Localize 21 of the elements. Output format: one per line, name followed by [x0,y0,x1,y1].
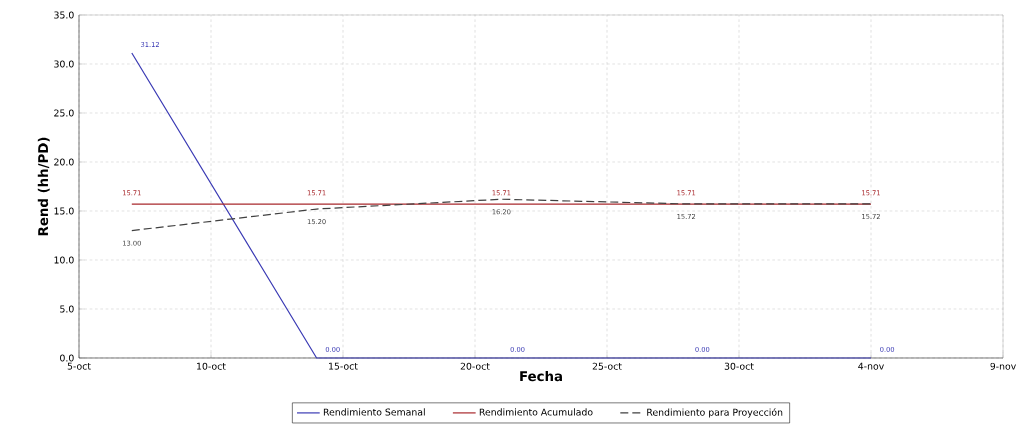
legend-label: Rendimiento Semanal [323,408,425,416]
y-tick-label: 15.0 [54,207,74,215]
y-tick-label: 30.0 [54,60,74,68]
x-tick-label: 4-nov [858,362,884,370]
y-axis-title: Rend (hh/PD) [37,137,50,236]
y-tick-label: 0.0 [60,354,74,362]
y-tick-label: 35.0 [54,11,74,19]
legend-label: Rendimiento para Proyección [647,408,783,418]
x-tick-label: 9-nov [990,362,1016,370]
x-tick-label: 25-oct [592,362,622,370]
x-tick-label: 5-oct [67,362,91,370]
legend-label: Rendimiento Acumulado [479,408,593,416]
y-tick-label: 5.0 [60,305,74,313]
y-tick-label: 20.0 [54,158,74,166]
x-axis-title: Fecha [520,370,562,382]
x-tick-label: 10-oct [197,362,226,370]
x-tick-label: 20-oct [460,362,490,370]
y-tick-label: 25.0 [54,109,74,117]
x-tick-label: 15-oct [329,362,358,370]
y-tick-label: 10.0 [54,256,74,264]
x-tick-label: 30-oct [724,362,754,370]
